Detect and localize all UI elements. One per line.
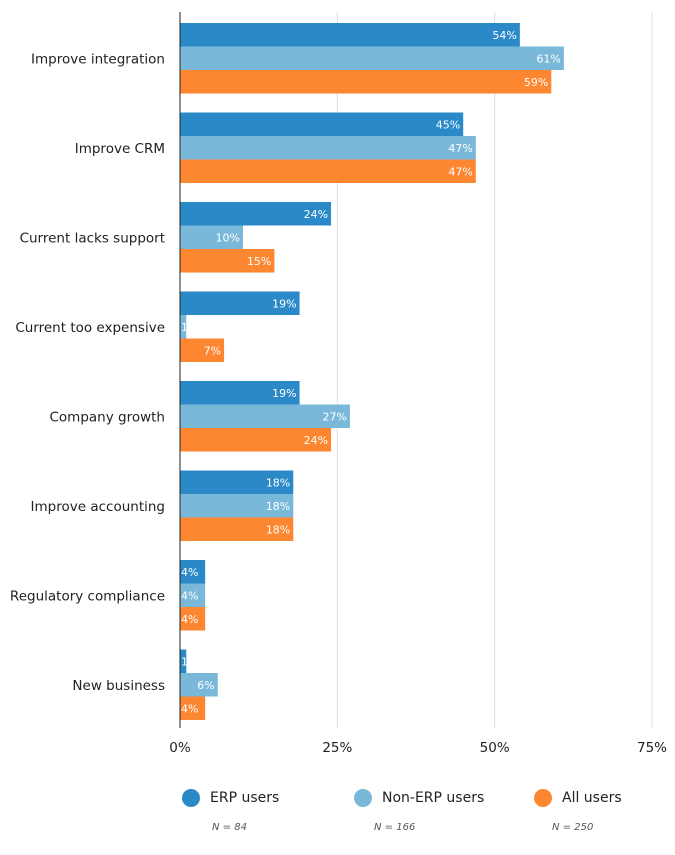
bar-label-company-growth-non-erp-users: 27% <box>322 410 346 423</box>
legend-dot-all-users <box>534 789 552 807</box>
bar-current-lacks-support-all-users <box>180 249 275 273</box>
x-tick-label-0: 0% <box>169 740 191 756</box>
bar-company-growth-non-erp-users <box>180 404 350 428</box>
legend-n-all-users: N = 250 <box>552 822 594 833</box>
bar-improve-integration-all-users <box>180 70 552 94</box>
x-tick-label-25: 25% <box>322 740 352 756</box>
bar-company-growth-erp-users <box>180 381 300 405</box>
category-label-improve-accounting: Improve accounting <box>31 499 165 515</box>
bar-label-company-growth-all-users: 24% <box>304 434 328 447</box>
bar-improve-crm-non-erp-users <box>180 136 476 160</box>
legend: ERP users N = 84 Non-ERP users N = 166 A… <box>0 788 675 848</box>
bar-label-improve-crm-all-users: 47% <box>448 165 472 178</box>
x-tick-label-50: 50% <box>480 740 510 756</box>
bar-label-new-business-all-users: 4% <box>181 702 198 715</box>
bar-current-lacks-support-non-erp-users <box>180 225 243 249</box>
bar-improve-crm-erp-users <box>180 112 464 136</box>
bar-label-current-lacks-support-non-erp-users: 10% <box>215 231 239 244</box>
category-label-regulatory-compliance: Regulatory compliance <box>10 588 165 604</box>
bar-new-business-erp-users <box>180 649 187 673</box>
bar-improve-accounting-erp-users <box>180 470 294 494</box>
bar-current-lacks-support-erp-users <box>180 202 332 226</box>
bar-label-improve-integration-erp-users: 54% <box>492 29 516 42</box>
category-label-improve-crm: Improve CRM <box>75 141 165 157</box>
bar-label-current-too-expensive-erp-users: 19% <box>272 297 296 310</box>
legend-n-erp-users: N = 84 <box>212 822 247 833</box>
bar-current-too-expensive-non-erp-users <box>180 315 187 339</box>
bar-improve-accounting-all-users <box>180 517 294 541</box>
legend-label-erp-users: ERP users <box>210 790 280 806</box>
bar-improve-crm-all-users <box>180 159 476 183</box>
bar-improve-integration-non-erp-users <box>180 46 564 70</box>
bar-regulatory-compliance-erp-users <box>180 560 206 584</box>
bar-label-new-business-erp-users: 1% <box>181 655 198 668</box>
bar-label-new-business-non-erp-users: 6% <box>197 679 214 692</box>
bar-label-regulatory-compliance-non-erp-users: 4% <box>181 589 198 602</box>
bar-label-current-too-expensive-non-erp-users: 1% <box>181 321 198 334</box>
bar-current-too-expensive-all-users <box>180 338 225 362</box>
bar-label-improve-accounting-erp-users: 18% <box>266 476 290 489</box>
bar-regulatory-compliance-all-users <box>180 607 206 631</box>
x-tick-label-75: 75% <box>637 740 667 756</box>
bar-label-improve-crm-erp-users: 45% <box>436 118 460 131</box>
bar-improve-integration-erp-users <box>180 23 520 47</box>
bar-improve-accounting-non-erp-users <box>180 494 294 518</box>
legend-label-all-users: All users <box>562 790 622 806</box>
bar-current-too-expensive-erp-users <box>180 291 300 315</box>
category-label-new-business: New business <box>72 678 165 694</box>
legend-dot-non-erp-users <box>354 789 372 807</box>
legend-dot-erp-users <box>182 789 200 807</box>
bar-new-business-all-users <box>180 696 206 720</box>
bar-label-improve-accounting-non-erp-users: 18% <box>266 500 290 513</box>
category-label-improve-integration: Improve integration <box>31 51 165 67</box>
bar-label-improve-integration-non-erp-users: 61% <box>536 52 560 65</box>
bar-chart: 54% 61% 59% Improve integration 45% 47% 47% Imp… <box>10 12 667 756</box>
category-label-current-too-expensive: Current too expensive <box>15 320 165 336</box>
bar-label-improve-accounting-all-users: 18% <box>266 523 290 536</box>
category-label-current-lacks-support: Current lacks support <box>20 230 165 246</box>
bar-label-regulatory-compliance-all-users: 4% <box>181 613 198 626</box>
bar-label-company-growth-erp-users: 19% <box>272 387 296 400</box>
bar-label-current-too-expensive-all-users: 7% <box>204 344 221 357</box>
legend-n-non-erp-users: N = 166 <box>374 822 416 833</box>
bar-company-growth-all-users <box>180 428 332 452</box>
bar-new-business-non-erp-users <box>180 673 218 697</box>
bar-label-improve-crm-non-erp-users: 47% <box>448 142 472 155</box>
bar-label-current-lacks-support-erp-users: 24% <box>304 208 328 221</box>
bar-label-regulatory-compliance-erp-users: 4% <box>181 566 198 579</box>
category-label-company-growth: Company growth <box>50 409 166 425</box>
bar-label-improve-integration-all-users: 59% <box>524 76 548 89</box>
bar-regulatory-compliance-non-erp-users <box>180 583 206 607</box>
legend-label-non-erp-users: Non-ERP users <box>382 790 485 806</box>
bar-label-current-lacks-support-all-users: 15% <box>247 255 271 268</box>
